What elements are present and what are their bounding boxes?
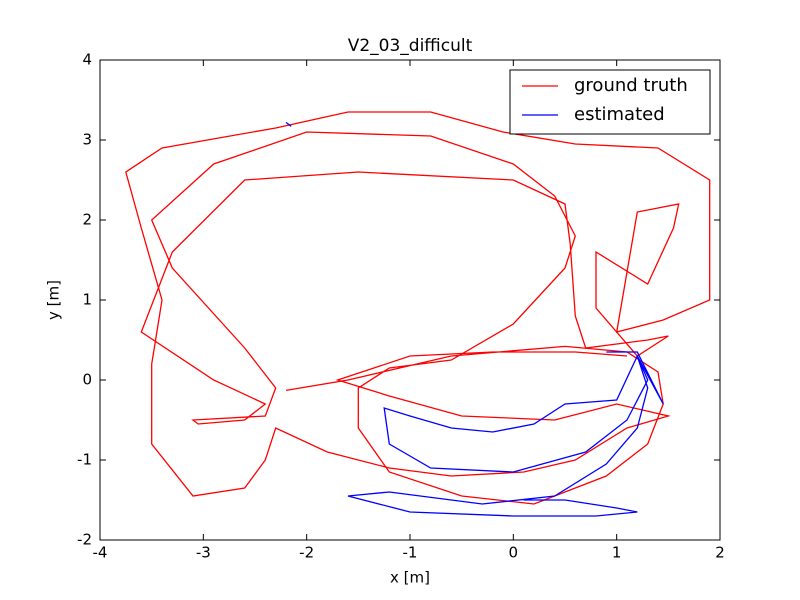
legend-label: estimated <box>574 104 665 125</box>
legend-box <box>509 69 711 135</box>
y-tick-label: -2 <box>77 531 92 549</box>
y-tick-label: 4 <box>82 51 92 69</box>
x-tick-label: -3 <box>196 544 211 562</box>
y-axis-label: y [m] <box>45 280 63 320</box>
y-tick-label: 1 <box>82 291 92 309</box>
x-tick-label: -1 <box>403 544 418 562</box>
trajectory-line <box>285 121 664 517</box>
trajectory-line <box>125 111 711 505</box>
y-tick-label: 3 <box>82 131 92 149</box>
x-tick-label: 2 <box>715 544 725 562</box>
x-tick-label: 0 <box>509 544 519 562</box>
x-axis-label: x [m] <box>390 569 430 587</box>
plot-frame <box>99 59 721 541</box>
x-tick-label: -4 <box>93 544 108 562</box>
chart-title: V2_03_difficult <box>348 36 473 56</box>
y-tick-label: 2 <box>82 211 92 229</box>
y-tick-label: 0 <box>82 371 92 389</box>
x-tick-label: 1 <box>612 544 622 562</box>
x-tick-label: -2 <box>299 544 314 562</box>
y-tick-label: -1 <box>77 451 92 469</box>
legend-label: ground truth <box>574 75 688 96</box>
